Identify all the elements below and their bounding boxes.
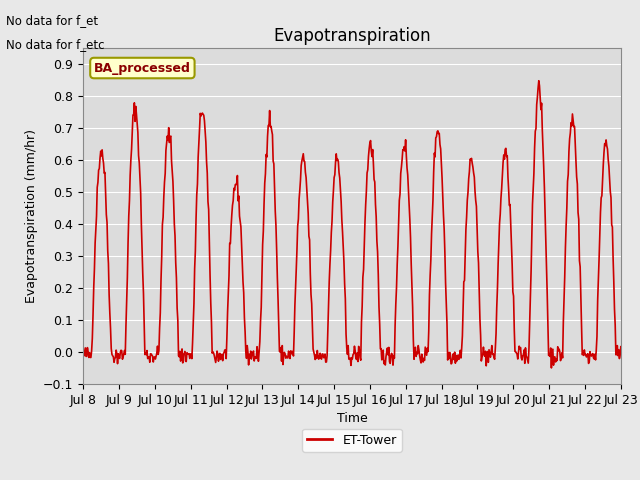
Title: Evapotranspiration: Evapotranspiration [273,27,431,45]
Y-axis label: Evapotranspiration (mm/hr): Evapotranspiration (mm/hr) [24,129,38,303]
Text: No data for f_etc: No data for f_etc [6,38,105,51]
Text: BA_processed: BA_processed [94,61,191,74]
Legend: ET-Tower: ET-Tower [302,429,402,452]
Text: No data for f_et: No data for f_et [6,14,99,27]
X-axis label: Time: Time [337,412,367,425]
